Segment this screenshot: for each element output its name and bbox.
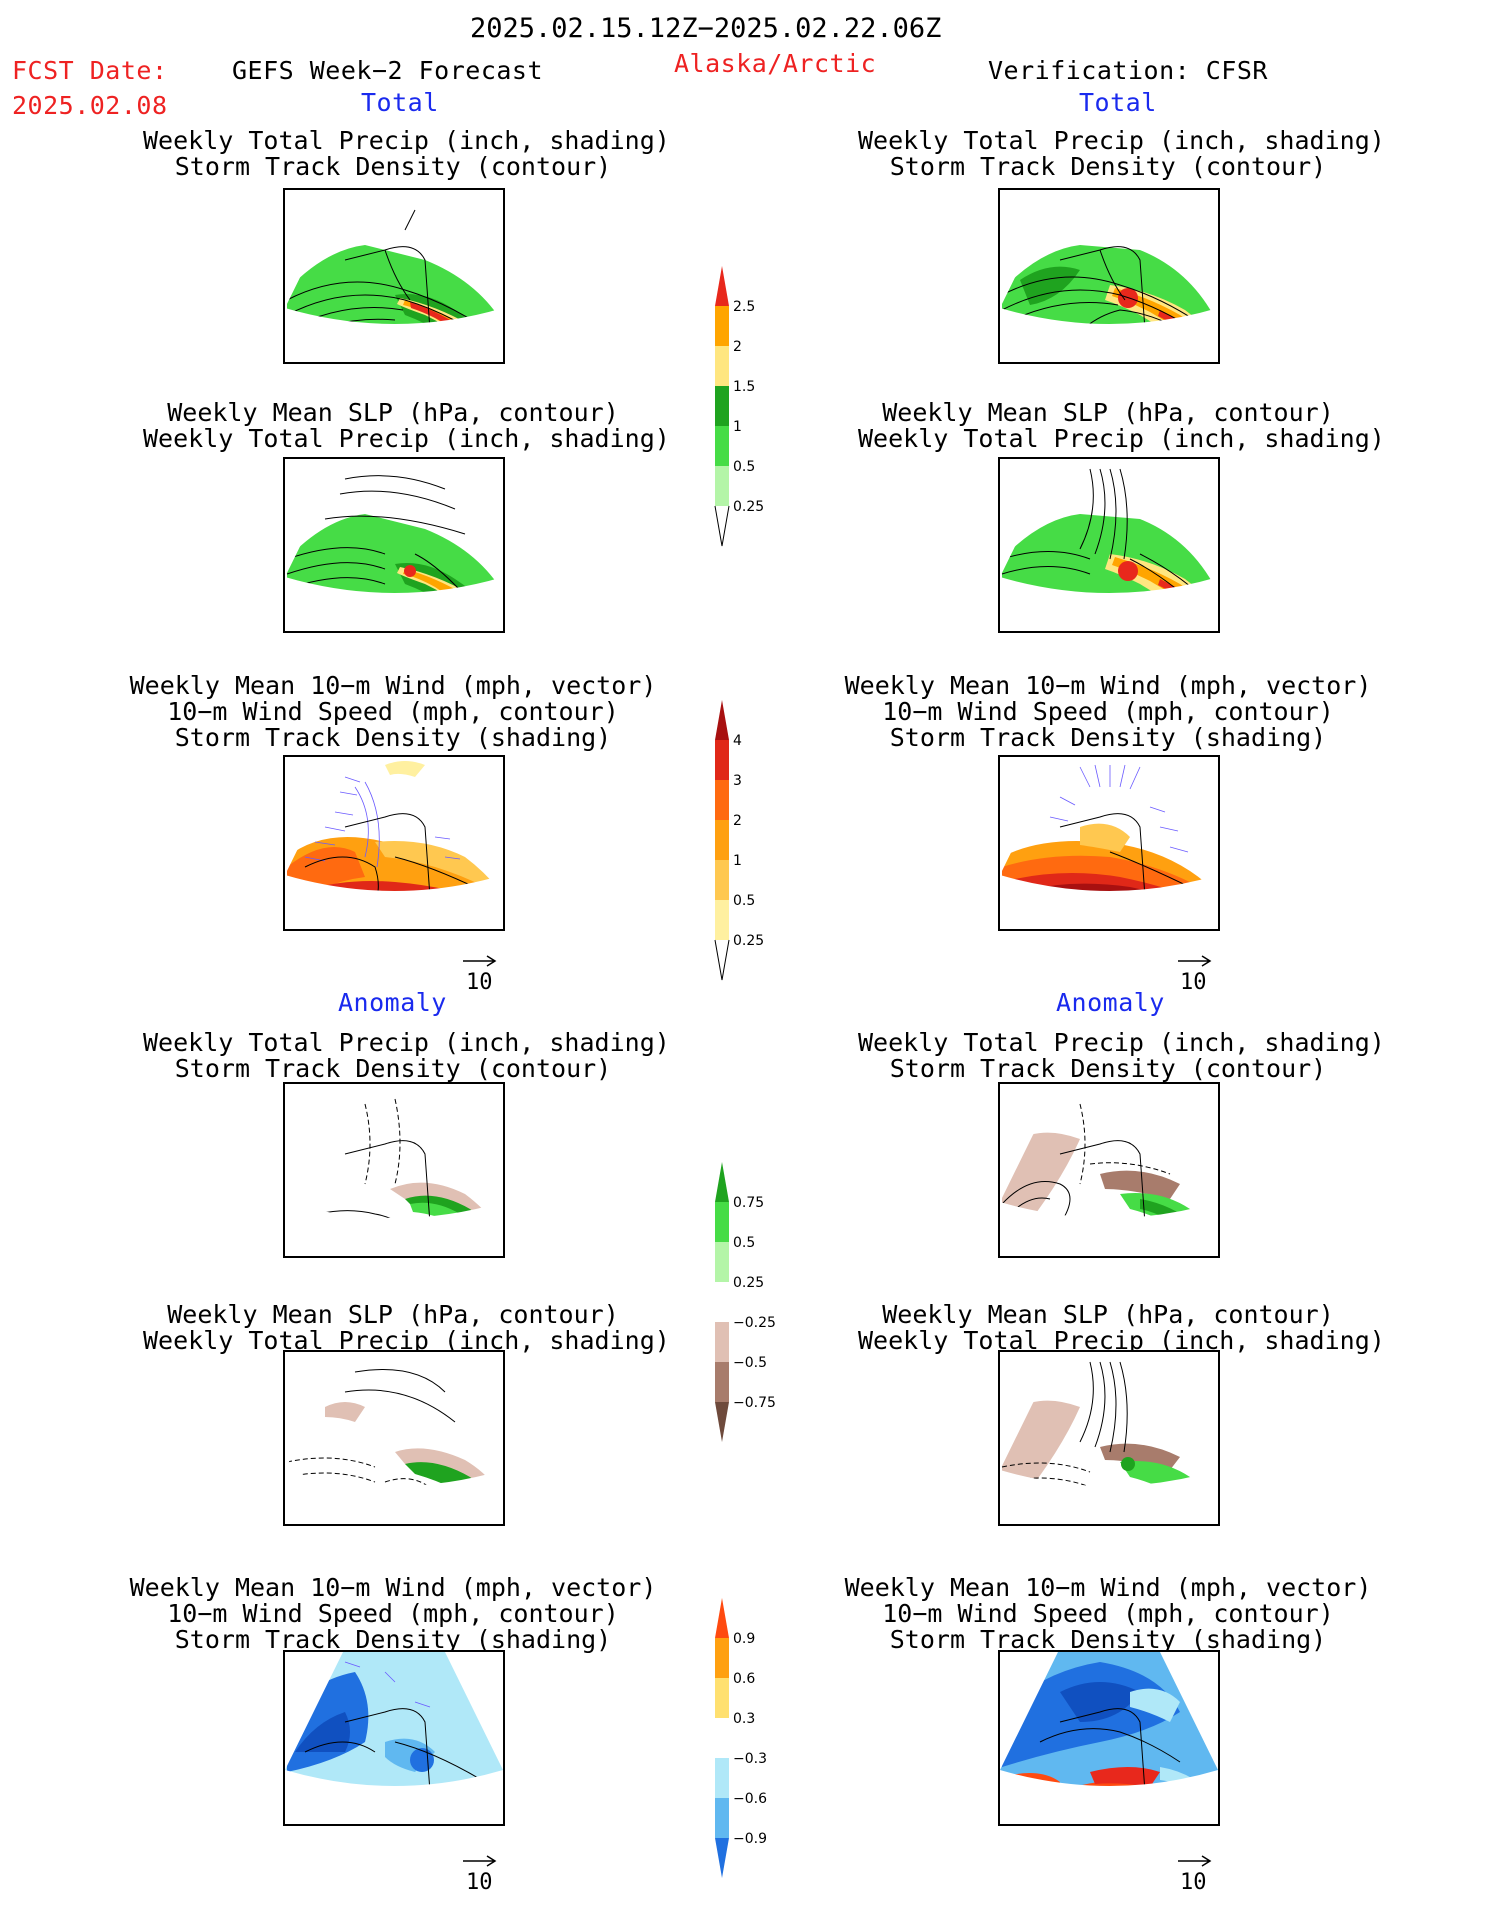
colorbar-storm-anomaly: 0.9 0.6 0.3 −0.3 −0.6 −0.9 — [715, 1598, 805, 1887]
title-line: 10−m Wind Speed (mph, contour) — [882, 697, 1334, 726]
map-anom-slp-forecast — [283, 1350, 505, 1526]
title-line: Weekly Mean SLP (hPa, contour) — [167, 398, 619, 427]
map-anom-precip-verification — [998, 1082, 1220, 1258]
title-line: Weekly Total Precip (inch, shading) — [858, 424, 1385, 453]
title-line: 10−m Wind Speed (mph, contour) — [882, 1599, 1334, 1628]
title-line: Weekly Mean 10−m Wind (mph, vector) — [129, 671, 657, 700]
section-total-right: Total — [1079, 88, 1157, 117]
vector-ref-label: 10 — [1180, 1870, 1207, 1895]
verification-title: Verification: CFSR — [988, 56, 1268, 85]
title-line: Weekly Mean 10−m Wind (mph, vector) — [844, 671, 1372, 700]
colorbar-label: 0.5 — [733, 893, 755, 909]
map-total-precip-verification — [998, 188, 1220, 364]
panel-title-total-wind-left: Weekly Mean 10−m Wind (mph, vector) 10−m… — [93, 673, 693, 751]
title-line: Weekly Mean SLP (hPa, contour) — [882, 1300, 1334, 1329]
vector-ref-label: 10 — [1180, 970, 1207, 995]
vector-ref-label: 10 — [466, 970, 493, 995]
fcst-date-label: FCST Date: — [12, 56, 168, 85]
colorbar-label: −0.25 — [733, 1315, 776, 1331]
title-line: Storm Track Density (shading) — [889, 723, 1327, 752]
colorbar-label: 1 — [733, 853, 742, 869]
forecast-title: GEFS Week−2 Forecast — [232, 56, 544, 85]
map-total-slp-forecast — [283, 457, 505, 633]
panel-title-anom-slp-left: Weekly Mean SLP (hPa, contour) Weekly To… — [143, 1300, 670, 1355]
colorbar-label: 0.25 — [733, 499, 764, 515]
section-anomaly-left: Anomaly — [338, 988, 447, 1017]
vector-ref-arrow-icon — [1178, 1855, 1212, 1867]
panel-title-anom-wind-left: Weekly Mean 10−m Wind (mph, vector) 10−m… — [93, 1575, 693, 1653]
map-anom-slp-verification — [998, 1350, 1220, 1526]
region-title: Alaska/Arctic — [674, 49, 877, 78]
colorbar-label: 1.5 — [733, 379, 755, 395]
colorbar-label: 1 — [733, 419, 742, 435]
map-total-wind-forecast — [283, 755, 505, 931]
colorbar-storm-total: 4 3 2 1 0.5 0.25 — [714, 700, 795, 989]
colorbar-label: 0.6 — [733, 1671, 755, 1687]
title-line: Storm Track Density (shading) — [889, 1625, 1327, 1654]
map-anom-precip-forecast — [283, 1082, 505, 1258]
colorbar-label: 0.5 — [733, 1235, 755, 1251]
title-line: Weekly Total Precip (inch, shading) — [858, 1326, 1385, 1355]
colorbar-label: 0.75 — [733, 1195, 764, 1211]
title-line: Weekly Mean 10−m Wind (mph, vector) — [129, 1573, 657, 1602]
vector-ref-arrow-icon — [463, 1855, 497, 1867]
panel-title-total-slp-left: Weekly Mean SLP (hPa, contour) Weekly To… — [143, 398, 670, 453]
colorbar-label: 0.5 — [733, 459, 755, 475]
vector-ref-arrow-icon — [1178, 955, 1212, 967]
panel-title-total-precip-left: Weekly Total Precip (inch, shading) Stor… — [143, 126, 670, 181]
vector-ref-label: 10 — [466, 1870, 493, 1895]
panel-title-anom-precip-right: Weekly Total Precip (inch, shading) Stor… — [858, 1028, 1385, 1083]
colorbar-label: 0.25 — [733, 933, 764, 949]
colorbar-label: 0.3 — [733, 1711, 755, 1727]
title-line: Weekly Mean 10−m Wind (mph, vector) — [844, 1573, 1372, 1602]
colorbar-label: 3 — [733, 773, 742, 789]
panel-title-anom-precip-left: Weekly Total Precip (inch, shading) Stor… — [143, 1028, 670, 1083]
panel-title-total-precip-right: Weekly Total Precip (inch, shading) Stor… — [858, 126, 1385, 181]
title-line: 10−m Wind Speed (mph, contour) — [167, 697, 619, 726]
title-line: Weekly Mean SLP (hPa, contour) — [882, 398, 1334, 427]
colorbar-label: 2 — [733, 339, 742, 355]
colorbar-label: −0.6 — [733, 1791, 767, 1807]
fcst-date-value: 2025.02.08 — [12, 91, 168, 120]
title-line: Weekly Mean SLP (hPa, contour) — [167, 1300, 619, 1329]
title-line: Weekly Total Precip (inch, shading) — [143, 424, 670, 453]
title-line: Weekly Total Precip (inch, shading) — [858, 1028, 1385, 1057]
colorbar-label: −0.75 — [733, 1395, 776, 1411]
colorbar-label: 0.25 — [733, 1275, 764, 1291]
title-line: Storm Track Density (contour) — [889, 152, 1327, 181]
vector-ref-arrow-icon — [463, 955, 497, 967]
panel-title-total-wind-right: Weekly Mean 10−m Wind (mph, vector) 10−m… — [808, 673, 1408, 751]
colorbar-label: 0.9 — [733, 1631, 755, 1647]
title-line: Weekly Total Precip (inch, shading) — [143, 1028, 670, 1057]
section-total-left: Total — [361, 88, 439, 117]
colorbar-label: 4 — [733, 733, 742, 749]
colorbar-label: 2.5 — [733, 299, 755, 315]
colorbar-label: −0.3 — [733, 1751, 767, 1767]
panel-title-anom-wind-right: Weekly Mean 10−m Wind (mph, vector) 10−m… — [808, 1575, 1408, 1653]
colorbar-precip-anomaly: 0.75 0.5 0.25 −0.25 −0.5 −0.75 — [715, 1162, 805, 1451]
section-anomaly-right: Anomaly — [1056, 988, 1165, 1017]
title-line: Storm Track Density (contour) — [174, 152, 612, 181]
colorbar-label: −0.5 — [733, 1355, 767, 1371]
map-total-wind-verification — [998, 755, 1220, 931]
colorbar-label: 2 — [733, 813, 742, 829]
panel-title-anom-slp-right: Weekly Mean SLP (hPa, contour) Weekly To… — [858, 1300, 1385, 1355]
map-total-precip-forecast — [283, 188, 505, 364]
title-line: Storm Track Density (shading) — [174, 1625, 612, 1654]
date-range-title: 2025.02.15.12Z−2025.02.22.06Z — [470, 13, 942, 44]
map-total-slp-verification — [998, 457, 1220, 633]
colorbar-label: −0.9 — [733, 1831, 767, 1847]
title-line: Weekly Total Precip (inch, shading) — [143, 1326, 670, 1355]
title-line: Storm Track Density (contour) — [889, 1054, 1327, 1083]
panel-title-total-slp-right: Weekly Mean SLP (hPa, contour) Weekly To… — [858, 398, 1385, 453]
title-line: Storm Track Density (contour) — [174, 1054, 612, 1083]
title-line: Weekly Total Precip (inch, shading) — [858, 126, 1385, 155]
map-anom-wind-forecast — [283, 1650, 505, 1826]
title-line: Storm Track Density (shading) — [174, 723, 612, 752]
map-anom-wind-verification — [998, 1650, 1220, 1826]
title-line: Weekly Total Precip (inch, shading) — [143, 126, 670, 155]
title-line: 10−m Wind Speed (mph, contour) — [167, 1599, 619, 1628]
colorbar-precip-total: 2.5 2 1.5 1 0.5 0.25 — [714, 266, 795, 555]
